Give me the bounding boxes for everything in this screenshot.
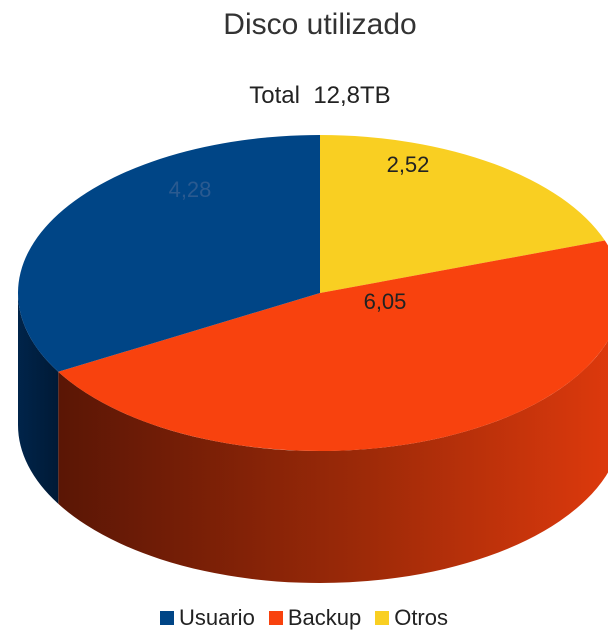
legend-item-backup: Backup — [268, 605, 362, 631]
legend-label-usuario: Usuario — [179, 605, 255, 630]
legend-item-otros: Otros — [375, 605, 448, 631]
slice-label-usuario: 4,28 — [169, 177, 212, 202]
pie-slice-backup — [58, 240, 608, 452]
pie-chart: 2,52 6,05 4,28 — [17, 135, 608, 584]
legend-swatch-otros — [375, 611, 390, 625]
legend-label-backup: Backup — [287, 605, 362, 630]
slice-label-otros: 2,52 — [387, 152, 430, 177]
chart-subtitle: Total 12,8TB — [249, 82, 391, 109]
pie-side-usuario — [18, 293, 59, 504]
pie-slice-usuario — [17, 135, 321, 372]
pie-slice-otros — [320, 135, 605, 293]
slice-label-backup: 6,05 — [364, 289, 407, 314]
legend-item-usuario: Usuario — [160, 605, 255, 631]
pie-side-backup — [58, 340, 608, 584]
legend: Usuario Backup Otros — [0, 605, 608, 631]
legend-swatch-backup — [268, 611, 283, 625]
pie-tops — [17, 135, 608, 452]
pie-sides — [18, 293, 608, 584]
legend-swatch-usuario — [160, 611, 174, 625]
pie-labels: 2,52 6,05 4,28 — [169, 152, 430, 314]
legend-label-otros: Otros — [394, 605, 448, 630]
chart-title: Disco utilizado — [223, 8, 417, 41]
